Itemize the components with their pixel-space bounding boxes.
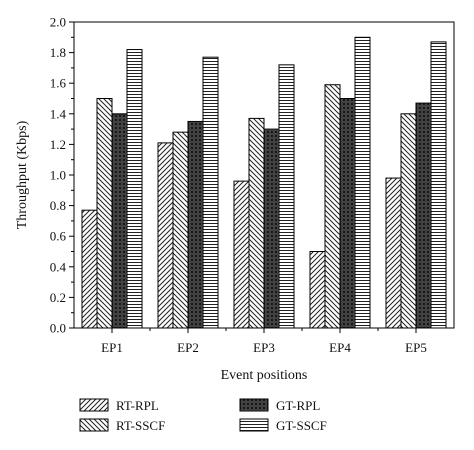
legend-swatch-gt-sscf — [239, 418, 269, 432]
x-axis: EP1 EP2 EP3 EP4 EP5 — [101, 328, 427, 355]
bar-gt-sscf-ep4 — [354, 36, 371, 329]
x-tick-label: EP5 — [405, 340, 427, 355]
bar-gt-sscf-ep3 — [278, 64, 295, 329]
x-tick-label: EP3 — [253, 340, 275, 355]
legend-label-rt-sscf: RT-SSCF — [116, 418, 165, 433]
y-tick-label: 1.4 — [50, 106, 67, 121]
y-tick-label: 2.0 — [50, 15, 66, 30]
y-tick-label: 1.2 — [50, 137, 66, 152]
bar-rt-rpl-ep5 — [385, 177, 402, 329]
bar-rt-sscf-ep4 — [324, 84, 341, 329]
y-tick-label: 0.8 — [50, 198, 66, 213]
bar-rt-sscf-ep1 — [96, 98, 113, 329]
bar-gt-rpl-ep5 — [415, 102, 432, 329]
bar-gt-rpl-ep1 — [111, 113, 128, 329]
bar-rt-rpl-ep4 — [309, 251, 326, 329]
y-tick-label: 0.2 — [50, 290, 66, 305]
legend-label-gt-sscf: GT-SSCF — [276, 418, 327, 433]
y-tick-label: 1.8 — [50, 45, 66, 60]
bar-rt-rpl-ep2 — [157, 142, 174, 329]
bar-gt-rpl-ep3 — [263, 128, 280, 329]
legend-label-gt-rpl: GT-RPL — [276, 398, 320, 413]
bar-gt-sscf-ep2 — [202, 56, 219, 329]
y-tick-label: 0.6 — [50, 229, 67, 244]
y-axis: 0.0 0.2 0.4 0.6 0.8 1.0 1.2 1.4 1.6 1.8 2.0 — [50, 15, 74, 336]
bar-rt-rpl-ep1 — [81, 209, 98, 329]
x-axis-title: Event positions — [221, 368, 308, 383]
x-tick-label: EP1 — [101, 340, 123, 355]
bars — [81, 36, 447, 329]
y-tick-label: 1.6 — [50, 76, 67, 91]
bar-rt-rpl-ep3 — [233, 180, 250, 329]
bar-rt-sscf-ep3 — [248, 117, 265, 329]
legend-swatch-gt-rpl — [239, 398, 269, 412]
y-tick-label: 0.0 — [50, 321, 66, 336]
y-tick-label: 1.0 — [50, 168, 66, 183]
bar-gt-sscf-ep5 — [430, 41, 447, 329]
legend-swatch-rt-sscf — [79, 418, 109, 432]
x-tick-label: EP4 — [329, 340, 351, 355]
bar-gt-rpl-ep2 — [187, 120, 204, 329]
legend: RT-RPL RT-SSCF GT-RPL GT-SSCF — [79, 398, 327, 433]
x-tick-label: EP2 — [177, 340, 199, 355]
bar-gt-sscf-ep1 — [126, 49, 143, 329]
legend-swatch-rt-rpl — [79, 398, 109, 412]
y-axis-title: Throughput (Kbps) — [15, 120, 30, 229]
legend-label-rt-rpl: RT-RPL — [116, 398, 159, 413]
y-tick-label: 0.4 — [50, 259, 67, 274]
bar-gt-rpl-ep4 — [339, 98, 356, 329]
bar-rt-sscf-ep5 — [400, 113, 417, 329]
bar-rt-sscf-ep2 — [172, 131, 189, 329]
